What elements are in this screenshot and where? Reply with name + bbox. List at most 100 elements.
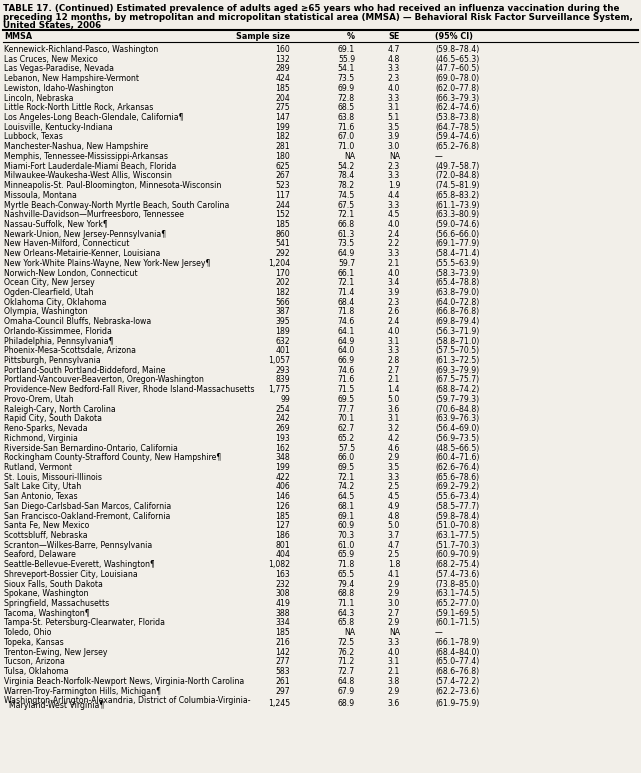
Text: 308: 308 — [276, 589, 290, 598]
Text: Philadelphia, Pennsylvania¶: Philadelphia, Pennsylvania¶ — [4, 336, 113, 346]
Text: 185: 185 — [275, 84, 290, 93]
Text: (56.9–73.5): (56.9–73.5) — [435, 434, 479, 443]
Text: Phoenix-Mesa-Scottsdale, Arizona: Phoenix-Mesa-Scottsdale, Arizona — [4, 346, 136, 356]
Text: 71.4: 71.4 — [338, 288, 355, 297]
Text: 132: 132 — [275, 55, 290, 63]
Text: (74.5–81.9): (74.5–81.9) — [435, 181, 479, 190]
Text: Washington-Arlington-Alexandria, District of Columbia-Virginia-: Washington-Arlington-Alexandria, Distric… — [4, 696, 251, 705]
Text: 839: 839 — [276, 376, 290, 384]
Text: Tucson, Arizona: Tucson, Arizona — [4, 657, 65, 666]
Text: 65.9: 65.9 — [338, 550, 355, 560]
Text: (64.0–72.8): (64.0–72.8) — [435, 298, 479, 307]
Text: 182: 182 — [275, 288, 290, 297]
Text: 1.4: 1.4 — [388, 385, 400, 394]
Text: 289: 289 — [276, 64, 290, 73]
Text: San Diego-Carlsbad-San Marcos, California: San Diego-Carlsbad-San Marcos, Californi… — [4, 502, 171, 511]
Text: 1,057: 1,057 — [268, 356, 290, 365]
Text: 76.2: 76.2 — [338, 648, 355, 656]
Text: 78.4: 78.4 — [338, 172, 355, 180]
Text: Scranton—Wilkes-Barre, Pennsylvania: Scranton—Wilkes-Barre, Pennsylvania — [4, 541, 153, 550]
Text: 71.8: 71.8 — [338, 308, 355, 316]
Text: 1,775: 1,775 — [268, 385, 290, 394]
Text: (95% CI): (95% CI) — [435, 32, 473, 41]
Text: (68.2–75.4): (68.2–75.4) — [435, 560, 479, 569]
Text: 71.8: 71.8 — [338, 560, 355, 569]
Text: 126: 126 — [275, 502, 290, 511]
Text: 160: 160 — [275, 45, 290, 54]
Text: 4.0: 4.0 — [388, 327, 400, 336]
Text: Lubbock, Texas: Lubbock, Texas — [4, 132, 63, 141]
Text: 3.3: 3.3 — [388, 172, 400, 180]
Text: 182: 182 — [275, 132, 290, 141]
Text: 2.4: 2.4 — [388, 230, 400, 239]
Text: 72.1: 72.1 — [338, 210, 355, 220]
Text: San Francisco-Oakland-Fremont, California: San Francisco-Oakland-Fremont, Californi… — [4, 512, 171, 520]
Text: 64.3: 64.3 — [338, 609, 355, 618]
Text: 78.2: 78.2 — [338, 181, 355, 190]
Text: 1,082: 1,082 — [268, 560, 290, 569]
Text: Riverside-San Bernardino-Ontario, California: Riverside-San Bernardino-Ontario, Califo… — [4, 444, 178, 452]
Text: 68.8: 68.8 — [338, 589, 355, 598]
Text: 5.0: 5.0 — [388, 521, 400, 530]
Text: (68.8–74.2): (68.8–74.2) — [435, 385, 479, 394]
Text: 2.1: 2.1 — [388, 259, 400, 267]
Text: preceding 12 months, by metropolitan and micropolitan statistical area (MMSA) — : preceding 12 months, by metropolitan and… — [3, 12, 633, 22]
Text: Spokane, Washington: Spokane, Washington — [4, 589, 88, 598]
Text: 185: 185 — [275, 220, 290, 229]
Text: 2.9: 2.9 — [388, 580, 400, 588]
Text: 61.0: 61.0 — [338, 541, 355, 550]
Text: 232: 232 — [276, 580, 290, 588]
Text: (63.1–77.5): (63.1–77.5) — [435, 531, 479, 540]
Text: 387: 387 — [276, 308, 290, 316]
Text: 71.1: 71.1 — [338, 599, 355, 608]
Text: 3.2: 3.2 — [388, 424, 400, 433]
Text: 162: 162 — [275, 444, 290, 452]
Text: 2.4: 2.4 — [388, 317, 400, 326]
Text: Kennewick-Richland-Pasco, Washington: Kennewick-Richland-Pasco, Washington — [4, 45, 158, 54]
Text: Ocean City, New Jersey: Ocean City, New Jersey — [4, 278, 95, 288]
Text: 404: 404 — [275, 550, 290, 560]
Text: (66.1–78.9): (66.1–78.9) — [435, 638, 479, 647]
Text: 3.3: 3.3 — [388, 249, 400, 258]
Text: (58.5–77.7): (58.5–77.7) — [435, 502, 479, 511]
Text: 3.3: 3.3 — [388, 64, 400, 73]
Text: Topeka, Kansas: Topeka, Kansas — [4, 638, 63, 647]
Text: 4.0: 4.0 — [388, 84, 400, 93]
Text: %: % — [347, 32, 355, 41]
Text: 348: 348 — [275, 453, 290, 462]
Text: 170: 170 — [275, 268, 290, 278]
Text: Nashville-Davidson—Murfreesboro, Tennessee: Nashville-Davidson—Murfreesboro, Tenness… — [4, 210, 184, 220]
Text: 189: 189 — [275, 327, 290, 336]
Text: 180: 180 — [275, 152, 290, 161]
Text: 4.0: 4.0 — [388, 220, 400, 229]
Text: 4.2: 4.2 — [388, 434, 400, 443]
Text: Trenton-Ewing, New Jersey: Trenton-Ewing, New Jersey — [4, 648, 108, 656]
Text: Toledo, Ohio: Toledo, Ohio — [4, 628, 51, 637]
Text: (55.6–73.4): (55.6–73.4) — [435, 492, 479, 501]
Text: 185: 185 — [275, 512, 290, 520]
Text: NA: NA — [344, 152, 355, 161]
Text: 202: 202 — [276, 278, 290, 288]
Text: 2.9: 2.9 — [388, 618, 400, 628]
Text: Memphis, Tennessee-Mississippi-Arkansas: Memphis, Tennessee-Mississippi-Arkansas — [4, 152, 168, 161]
Text: 69.5: 69.5 — [338, 463, 355, 472]
Text: 2.9: 2.9 — [388, 453, 400, 462]
Text: 74.2: 74.2 — [338, 482, 355, 492]
Text: 216: 216 — [275, 638, 290, 647]
Text: Tampa-St. Petersburg-Clearwater, Florida: Tampa-St. Petersburg-Clearwater, Florida — [4, 618, 165, 628]
Text: 523: 523 — [276, 181, 290, 190]
Text: 68.5: 68.5 — [338, 104, 355, 112]
Text: NA: NA — [389, 152, 400, 161]
Text: San Antonio, Texas: San Antonio, Texas — [4, 492, 78, 501]
Text: Las Cruces, New Mexico: Las Cruces, New Mexico — [4, 55, 97, 63]
Text: (69.0–78.0): (69.0–78.0) — [435, 74, 479, 83]
Text: (69.8–79.4): (69.8–79.4) — [435, 317, 479, 326]
Text: 79.4: 79.4 — [338, 580, 355, 588]
Text: Maryland-West Virginia¶: Maryland-West Virginia¶ — [4, 701, 104, 710]
Text: —: — — [435, 628, 443, 637]
Text: 1,204: 1,204 — [268, 259, 290, 267]
Text: 4.7: 4.7 — [388, 541, 400, 550]
Text: Louisville, Kentucky-Indiana: Louisville, Kentucky-Indiana — [4, 123, 113, 131]
Text: (58.3–73.9): (58.3–73.9) — [435, 268, 479, 278]
Text: 801: 801 — [275, 541, 290, 550]
